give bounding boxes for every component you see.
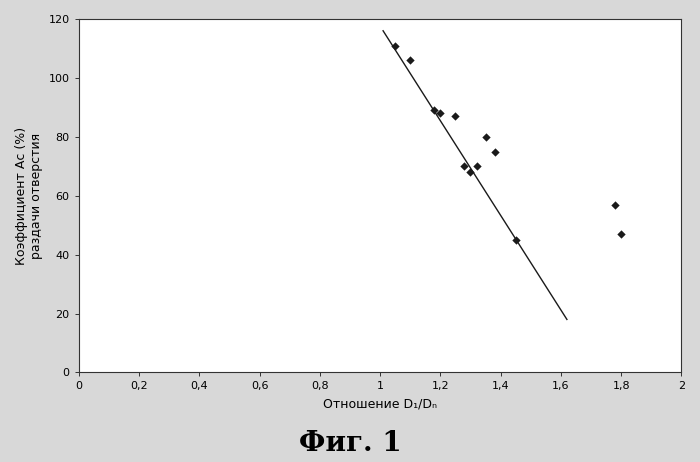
Point [610,201,621,208]
Point [489,148,500,155]
Text: Фиг. 1: Фиг. 1 [299,431,401,457]
Point [450,113,461,120]
X-axis label: Отношение D₁/Dₙ: Отношение D₁/Dₙ [323,397,437,410]
Point [471,163,482,170]
Point [480,133,491,140]
Point [428,107,440,114]
Y-axis label: Коэффициент Аc (%)
раздачи отверстия: Коэффициент Аc (%) раздачи отверстия [15,127,43,265]
Point [389,42,400,49]
Point [405,56,416,64]
Point [459,163,470,170]
Point [435,109,446,117]
Point [465,169,476,176]
Point [615,231,626,238]
Point [510,236,522,243]
